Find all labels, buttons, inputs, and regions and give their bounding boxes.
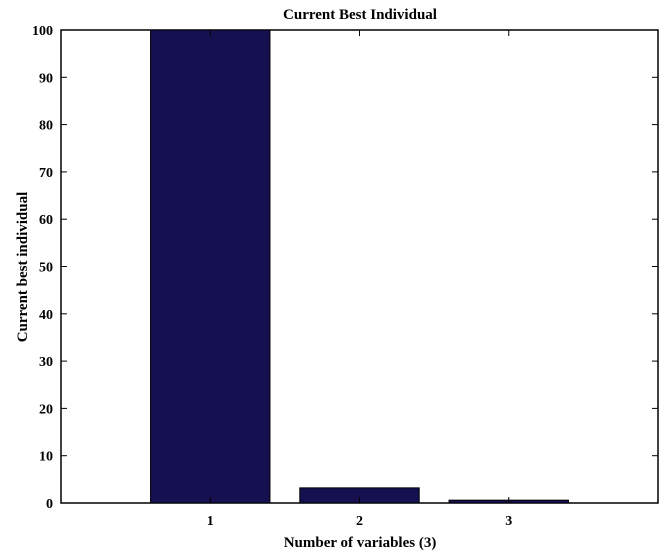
y-tick-label: 100 [32, 24, 53, 39]
y-tick-label: 40 [39, 308, 53, 323]
y-tick-label: 70 [39, 166, 53, 181]
bar [150, 29, 271, 504]
y-tick-label: 20 [39, 402, 53, 417]
x-axis-label: Number of variables (3) [284, 535, 437, 551]
y-axis-label: Current best individual [15, 192, 31, 343]
chart-title: Current Best Individual [283, 7, 437, 23]
x-tick-label: 2 [356, 514, 363, 529]
y-tick-label: 10 [39, 450, 53, 465]
y-tick-label: 0 [46, 497, 53, 512]
y-tick-label: 90 [39, 71, 53, 86]
x-axis-ticks: 1 2 3 [207, 30, 512, 529]
bars [150, 29, 569, 504]
y-tick-label: 60 [39, 213, 53, 228]
y-tick-label: 50 [39, 261, 53, 276]
y-tick-label: 30 [39, 355, 53, 370]
y-axis-ticks: 0 10 20 30 40 50 60 70 80 90 100 [32, 24, 658, 512]
x-tick-label: 3 [505, 514, 512, 529]
x-tick-label: 1 [207, 514, 214, 529]
y-tick-label: 80 [39, 119, 53, 134]
